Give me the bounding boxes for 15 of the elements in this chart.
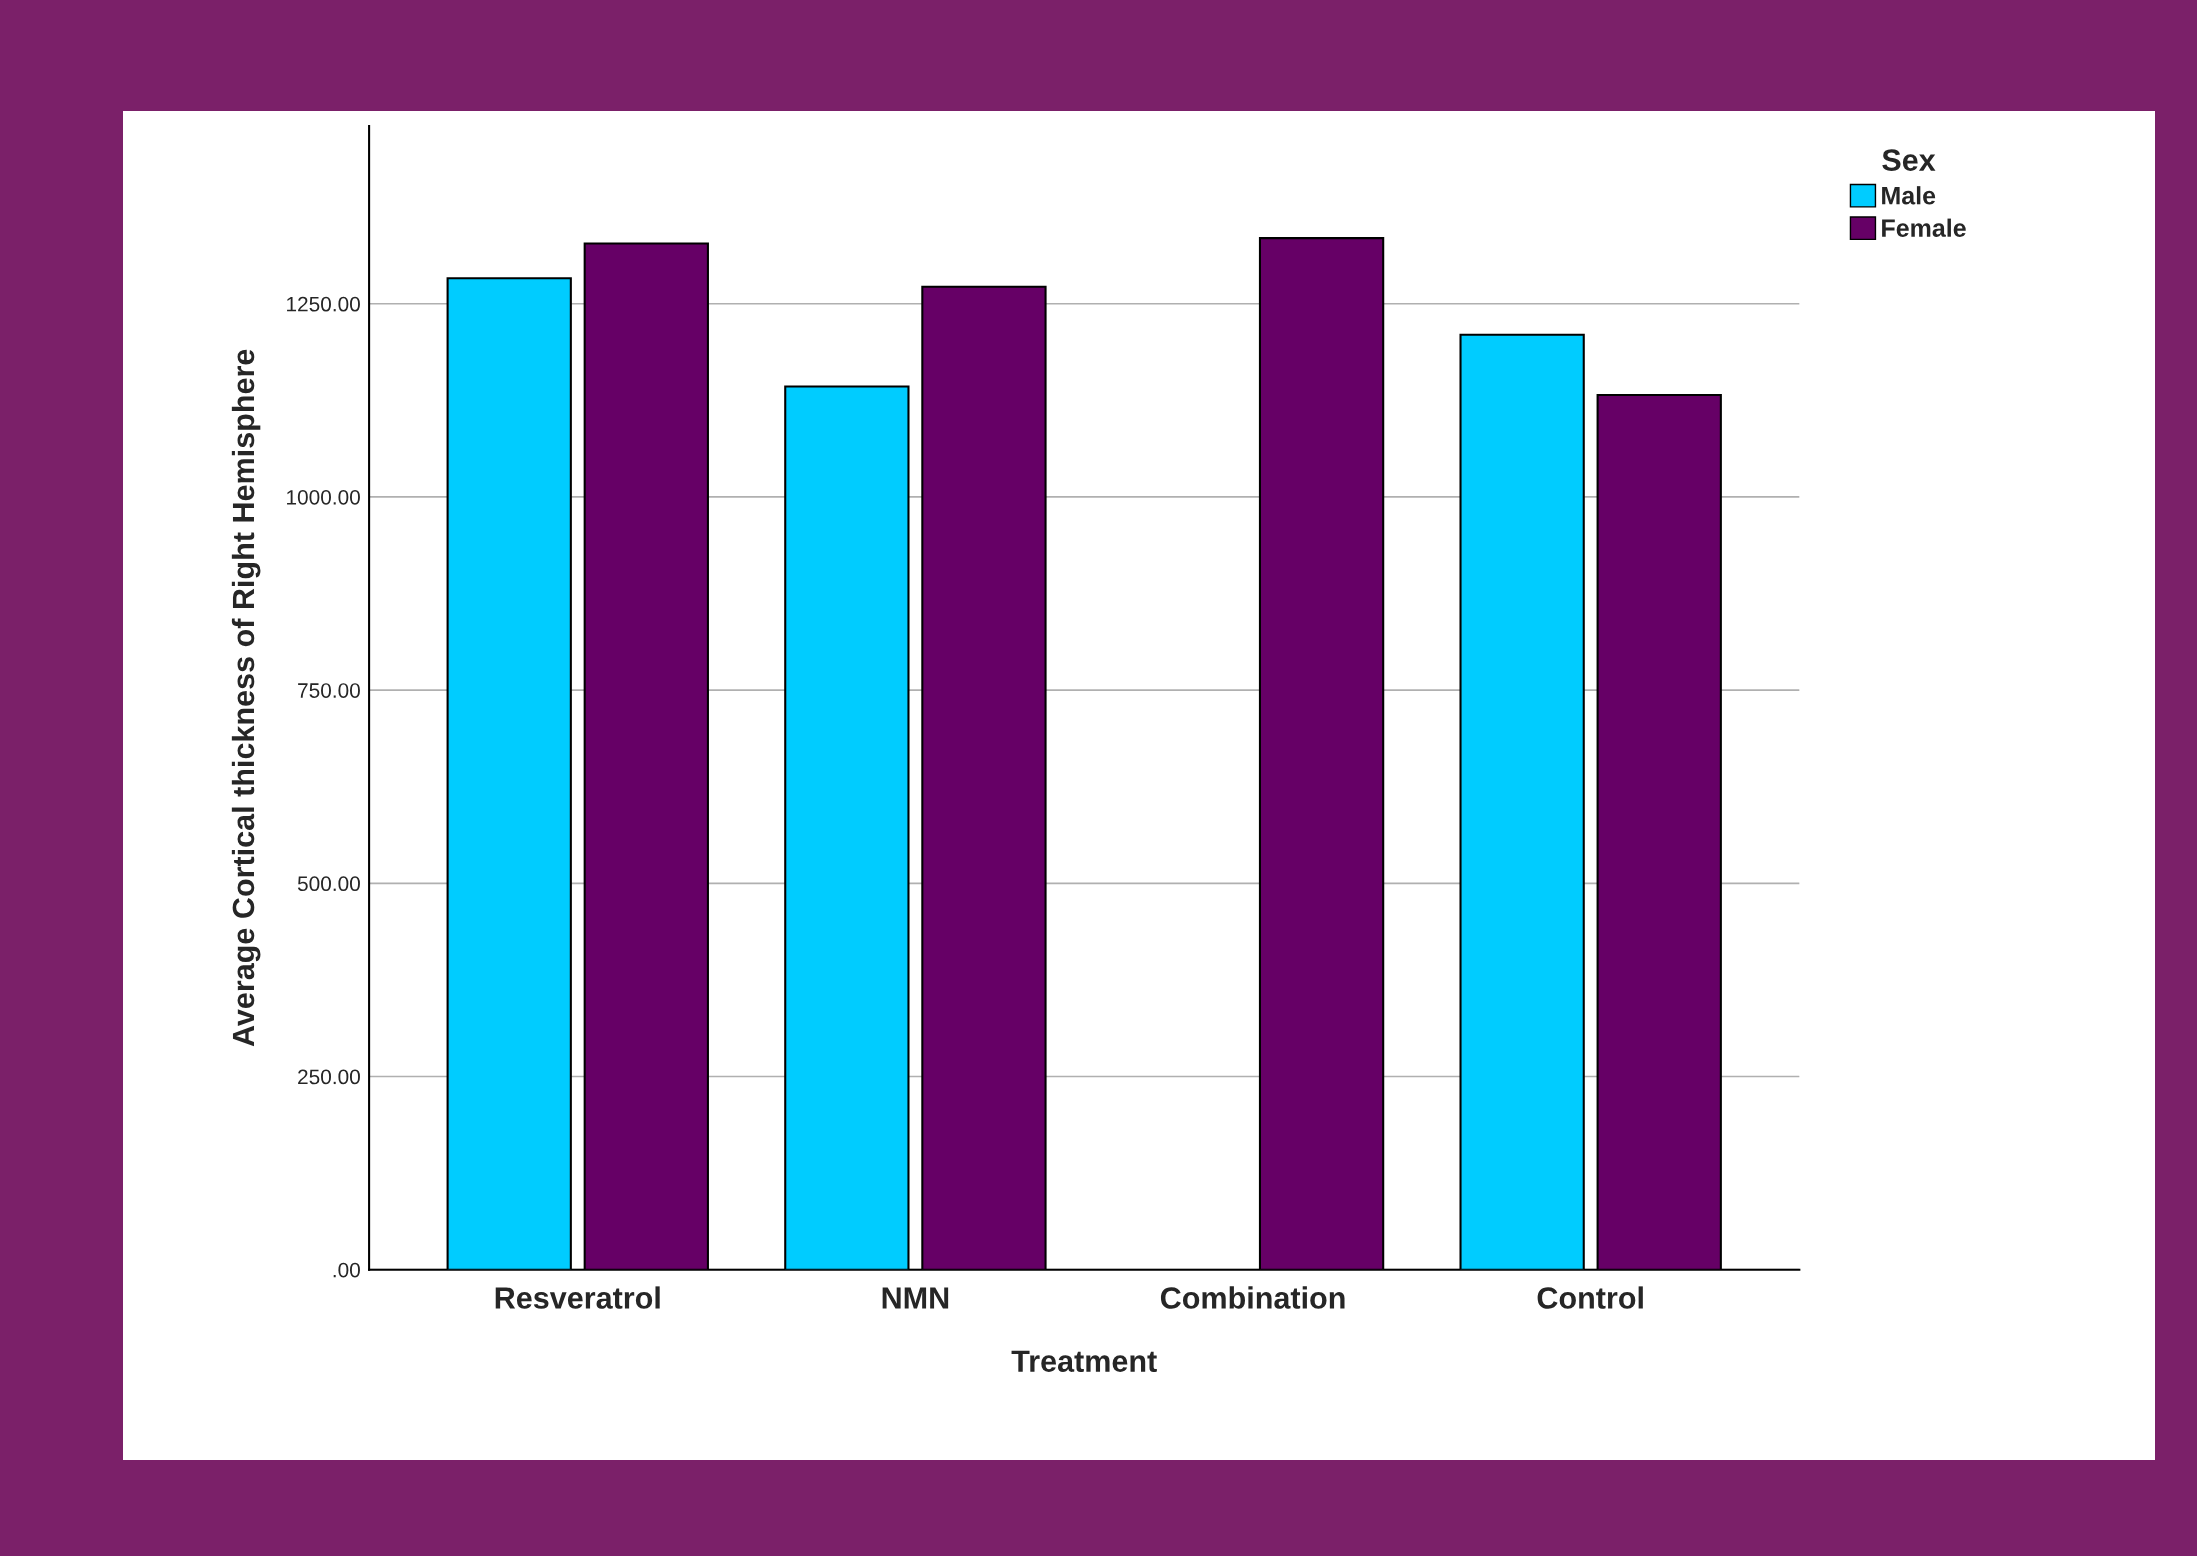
x-tick-label: NMN xyxy=(882,1287,949,1309)
x-axis-title: Treatment xyxy=(1011,1350,1157,1373)
y-tick-label: 250.00 xyxy=(298,1069,360,1085)
y-tick-label: 1250.00 xyxy=(287,296,360,312)
y-tick-label: .00 xyxy=(333,1262,360,1278)
y-tick-label: 1000.00 xyxy=(287,489,360,505)
y-axis-title: Average Cortical thickness of Right Hemisphere xyxy=(231,349,261,1047)
x-tick-label: Combination xyxy=(1160,1286,1345,1309)
x-tick-label: Control xyxy=(1537,1286,1643,1309)
legend-label: Male xyxy=(1882,186,1936,205)
y-tick-label: 750.00 xyxy=(298,683,360,698)
legend-label: Female xyxy=(1882,218,1966,237)
x-tick-label: Resveratrol xyxy=(495,1286,660,1309)
y-tick-label: 500.00 xyxy=(297,876,360,892)
legend-title: Sex xyxy=(1882,149,1936,171)
